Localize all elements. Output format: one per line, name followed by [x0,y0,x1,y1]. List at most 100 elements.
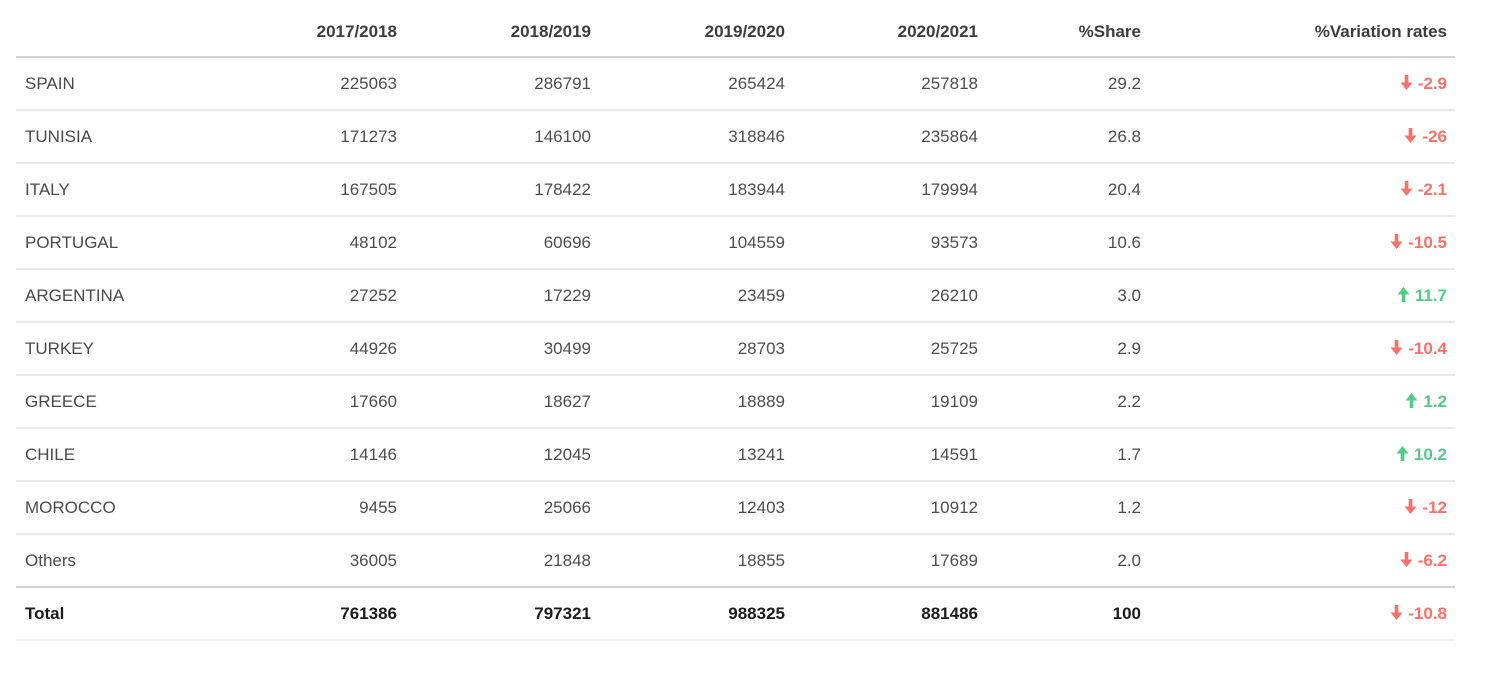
total-row: Total 761386 797321 988325 881486 100 -10.8 [16,586,1455,641]
value-year-3: 265424 [599,58,793,111]
value-share: 1.7 [986,429,1149,482]
value-share: 26.8 [986,111,1149,164]
arrow-down-icon [1390,234,1403,249]
row-label: SPAIN [16,58,221,111]
value-year-1: 36005 [349,551,397,570]
variation-value: 10.2 [1413,445,1447,464]
variation-value: -10.8 [1408,604,1447,623]
value-year-3: 12403 [599,482,793,535]
arrow-down-icon [1390,605,1403,620]
value-year-2: 797321 [405,586,599,641]
variation-value: -2.1 [1417,180,1447,199]
value-year-1: 225063 [221,58,405,111]
value-year-4: 14591 [793,429,986,482]
value-year-1: 27252 [221,270,405,323]
table-row: CHILE 14146 12045 13241 14591 1.7 10.2 [16,429,1455,482]
value-year-4: 26210 [793,270,986,323]
arrow-down-icon [1404,128,1417,143]
value-year-2: 30499 [405,323,599,376]
arrow-down-icon [1400,181,1413,196]
value-year-1: 171273 [221,111,405,164]
value-year-1: 761386 [221,586,405,641]
value-year-3: 988325 [599,586,793,641]
value-year-4: 881486 [793,586,986,641]
row-label: Others [25,551,77,570]
column-header-2020-2021: 2020/2021 [793,8,986,58]
table-row: TUNISIA 171273 146100 318846 235864 26.8 -26 [16,111,1455,164]
value-year-4: 25725 [793,323,986,376]
value-year-4: 17689 [930,551,978,570]
value-year-3: 18889 [599,376,793,429]
value-variation: 10.2 [1149,429,1455,482]
variation-value: -10.4 [1408,339,1447,358]
table-row: SPAIN 225063 286791 265424 257818 29.2 -2.9 [16,58,1455,111]
row-label: TUNISIA [16,111,221,164]
variation-value: -2.9 [1417,74,1447,93]
table-header-row: 2017/2018 2018/2019 2019/2020 2020/2021 … [16,8,1455,58]
value-year-4: 10912 [793,482,986,535]
data-table-container: 2017/2018 2018/2019 2019/2020 2020/2021 … [16,8,1455,641]
value-year-3: 23459 [599,270,793,323]
value-share: 20.4 [986,164,1149,217]
value-year-2: 60696 [405,217,599,270]
column-header-2019-2020: 2019/2020 [599,8,793,58]
row-label: GREECE [16,376,221,429]
value-year-2: 18627 [405,376,599,429]
value-year-2: 146100 [405,111,599,164]
value-year-3: 104559 [599,217,793,270]
row-label: PORTUGAL [16,217,221,270]
value-year-2: 12045 [405,429,599,482]
value-year-4: 179994 [793,164,986,217]
row-label: TURKEY [16,323,221,376]
value-year-4: 93573 [793,217,986,270]
value-year-1: 14146 [221,429,405,482]
value-year-3: 13241 [599,429,793,482]
table-row: ARGENTINA 27252 17229 23459 26210 3.0 11.7 [16,270,1455,323]
row-label: CHILE [16,429,221,482]
value-share: 2.0 [1117,551,1141,570]
table-body: SPAIN 225063 286791 265424 257818 29.2 -2.9 TUN… [16,58,1455,641]
row-label: ARGENTINA [16,270,221,323]
value-year-2: 286791 [405,58,599,111]
value-year-1: 17660 [221,376,405,429]
column-header-2017-2018: 2017/2018 [221,8,405,58]
value-year-3: 18855 [737,551,785,570]
value-year-3: 183944 [599,164,793,217]
table-row: Others 36005 21848 18855 17689 2.0 -6.2 [16,535,1455,586]
value-year-4: 257818 [793,58,986,111]
variation-value: -6.2 [1417,551,1447,570]
row-label: MOROCCO [16,482,221,535]
value-year-4: 19109 [793,376,986,429]
table-row: MOROCCO 9455 25066 12403 10912 1.2 -12 [16,482,1455,535]
value-variation: 11.7 [1149,270,1455,323]
row-label: Total [16,586,221,641]
value-year-1: 9455 [221,482,405,535]
column-header-country [16,8,221,58]
value-year-2: 25066 [405,482,599,535]
value-year-2: 17229 [405,270,599,323]
value-year-4: 235864 [793,111,986,164]
value-variation: -6.2 [1149,535,1455,586]
arrow-down-icon [1400,75,1413,90]
value-share: 1.2 [986,482,1149,535]
value-share: 10.6 [986,217,1149,270]
variation-value: -26 [1422,127,1447,146]
variation-value: -10.5 [1408,233,1447,252]
table-row: PORTUGAL 48102 60696 104559 93573 10.6 -10.5 [16,217,1455,270]
country-stats-table: 2017/2018 2018/2019 2019/2020 2020/2021 … [16,8,1455,641]
arrow-up-icon [1396,446,1409,461]
table-header: 2017/2018 2018/2019 2019/2020 2020/2021 … [16,8,1455,58]
value-variation: -2.9 [1149,58,1455,111]
variation-value: 1.2 [1423,392,1447,411]
arrow-down-icon [1404,499,1417,514]
value-year-1: 167505 [221,164,405,217]
column-header-2018-2019: 2018/2019 [405,8,599,58]
column-header-variation-rates: %Variation rates [1149,8,1455,58]
value-year-3: 318846 [599,111,793,164]
value-variation: -10.4 [1149,323,1455,376]
value-year-1: 48102 [221,217,405,270]
value-variation: -26 [1149,111,1455,164]
value-variation: -10.8 [1149,586,1455,641]
value-year-2: 178422 [405,164,599,217]
arrow-down-icon [1390,340,1403,355]
